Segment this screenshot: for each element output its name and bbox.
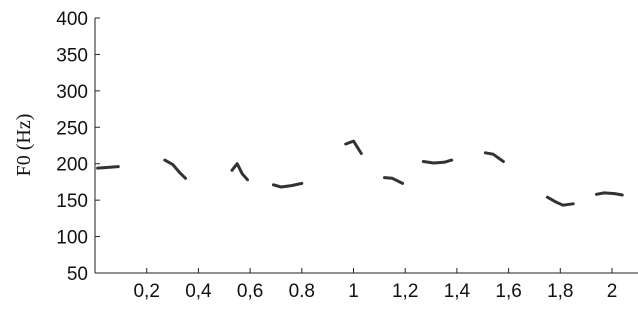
y-tick-label: 250 — [56, 118, 88, 139]
y-tick-label: 100 — [56, 228, 88, 249]
f0-contour-segment-9 — [545, 195, 575, 207]
x-tick-label: 1,6 — [495, 281, 521, 302]
f0-contour-segment-5 — [344, 139, 363, 155]
x-tick-label: 2 — [607, 281, 618, 302]
f0-contour-segment-4 — [271, 181, 304, 189]
x-tick-label: 0.8 — [289, 281, 315, 302]
x-tick-label: 1,2 — [392, 281, 418, 302]
f0-contour-segment-6 — [383, 176, 405, 185]
y-ticks: 50 100 150 200 250 300 350 400 — [56, 9, 100, 285]
x-tick-label: 1 — [348, 281, 359, 302]
y-tick-label: 300 — [56, 82, 88, 103]
f0-contour-segment-3 — [230, 162, 249, 182]
y-tick-label: 350 — [56, 45, 88, 66]
x-ticks: 0,20,40,60.811,21,41,61,822,2 — [133, 268, 618, 302]
y-tick-label: 150 — [56, 191, 88, 212]
x-tick-label: 1,8 — [547, 281, 573, 302]
plot-axes — [94, 18, 638, 274]
y-axis-title: F0 (Hz) — [13, 114, 35, 177]
x-tick-label: 0,2 — [133, 281, 159, 302]
y-tick-label: 200 — [56, 155, 88, 176]
f0-contour-segment-1 — [96, 165, 120, 170]
y-tick-label: 400 — [56, 9, 88, 30]
x-tick-label: 0,6 — [237, 281, 263, 302]
y-tick-label: 50 — [67, 264, 88, 285]
f0-contour-series — [96, 139, 624, 207]
f0-contour-segment-2 — [163, 158, 187, 180]
f0-contour-segment-7 — [421, 158, 454, 165]
f0-contour-segment-8 — [483, 151, 505, 163]
f0-contour-segment-10 — [595, 191, 624, 197]
x-tick-label: 1,4 — [444, 281, 471, 302]
x-tick-label: 0,4 — [185, 281, 212, 302]
